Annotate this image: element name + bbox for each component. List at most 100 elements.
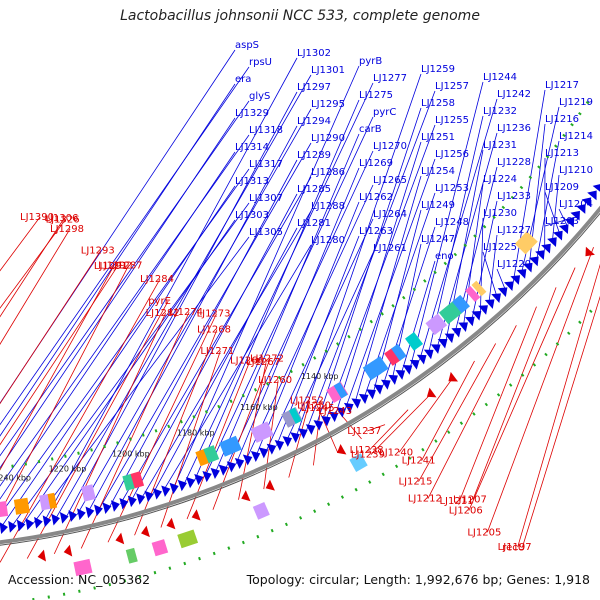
reverse-gene-arrow — [166, 517, 176, 530]
gene-function-block — [349, 453, 368, 472]
gc-mark — [103, 444, 106, 449]
reverse-gene-label: LJ1260 — [258, 375, 292, 386]
gc-mark — [519, 185, 524, 190]
reverse-gene-label: LJ1240 — [379, 447, 413, 458]
forward-gene-label: LJ1269 — [359, 158, 393, 169]
gc-mark — [421, 447, 425, 452]
gene-function-block — [438, 301, 463, 325]
forward-gene-arrow — [313, 420, 324, 431]
forward-gene-label: LJ1265 — [373, 175, 407, 186]
forward-leader-line — [87, 125, 298, 513]
forward-gene-arrow — [42, 515, 52, 528]
gc-mark — [354, 487, 358, 492]
forward-gene-label: LJ1254 — [421, 166, 455, 177]
kbp-tick-label: 1200 kbp — [112, 449, 150, 458]
reverse-leader-line — [468, 267, 576, 511]
forward-gene-label: LJ1253 — [435, 183, 469, 194]
forward-gene-arrow — [186, 477, 196, 489]
gc-mark — [270, 528, 274, 533]
gc-mark — [265, 382, 270, 386]
forward-leader-line — [173, 65, 360, 488]
forward-gene-label: LJ1329 — [235, 108, 269, 119]
forward-leader-line — [76, 108, 312, 515]
forward-gene-arrow — [16, 519, 26, 532]
forward-gene-label: pyrC — [373, 107, 396, 118]
forward-leader-line — [488, 234, 498, 305]
forward-gene-arrow — [510, 275, 521, 285]
gc-mark — [138, 575, 142, 579]
reverse-gene-arrow — [141, 525, 150, 538]
forward-gene-label: eno — [435, 251, 454, 262]
reverse-gene-label: LJ1243 — [318, 406, 352, 417]
gc-mark — [198, 556, 201, 561]
reverse-gene-label: LJ1282 — [146, 308, 180, 319]
gene-function-block — [384, 347, 401, 366]
forward-leader-line — [0, 151, 236, 500]
forward-gene-label: LJ1220 — [497, 259, 531, 270]
reverse-gene-arrow — [115, 532, 125, 545]
forward-gene-label: LJ1313 — [235, 176, 269, 187]
forward-gene-label: LJ1233 — [497, 191, 531, 202]
gene-function-block — [73, 558, 93, 577]
gc-mark — [394, 464, 399, 469]
forward-leader-line — [344, 158, 436, 410]
gene-function-block — [514, 231, 538, 255]
forward-gene-arrow — [218, 464, 229, 476]
forward-gene-arrow — [529, 256, 539, 267]
gc-mark — [90, 448, 93, 452]
forward-gene-arrow — [535, 250, 545, 260]
forward-gene-arrow — [581, 197, 592, 208]
gc-mark — [212, 551, 216, 556]
forward-gene-arrow — [541, 243, 551, 254]
forward-gene-arrow — [547, 237, 557, 248]
reverse-gene-label: pyrE — [148, 296, 171, 307]
forward-gene-arrow — [76, 508, 86, 521]
gc-mark — [347, 334, 351, 339]
forward-leader-line — [558, 208, 568, 226]
forward-gene-arrow — [110, 500, 120, 512]
gc-mark — [520, 373, 525, 377]
reverse-leader-line — [427, 325, 517, 499]
gc-mark — [179, 419, 183, 424]
reverse-leader-line — [160, 350, 221, 528]
forward-gene-arrow — [491, 293, 501, 304]
forward-gene-arrow — [336, 407, 347, 418]
forward-gene-arrow — [373, 384, 384, 395]
forward-gene-label: pyrB — [359, 56, 382, 67]
gc-mark — [537, 165, 541, 169]
forward-gene-label: LJ1259 — [421, 64, 455, 75]
forward-gene-arrow — [119, 497, 129, 510]
forward-gene-arrow — [471, 310, 482, 321]
reverse-leader-line — [459, 306, 537, 502]
forward-leader-line — [544, 191, 561, 235]
forward-gene-label: LJ1251 — [421, 132, 455, 143]
forward-leader-line — [480, 217, 484, 312]
forward-gene-label: LJ1236 — [497, 123, 531, 134]
forward-leader-line — [0, 83, 236, 437]
gene-function-block — [471, 280, 487, 297]
forward-leader-line — [266, 218, 374, 451]
forward-gene-arrow — [136, 493, 146, 505]
forward-gene-arrow — [558, 224, 569, 234]
gene-function-block — [151, 539, 169, 557]
reverse-gene-label: LJ1237 — [347, 426, 381, 437]
gc-mark — [277, 375, 282, 380]
gc-mark — [301, 362, 305, 367]
reverse-gene-label: LJ1268 — [197, 325, 231, 336]
forward-gene-arrow — [25, 518, 35, 531]
reverse-gene-arrow — [241, 490, 251, 502]
kbp-tick-label: 1240 kbp — [0, 474, 31, 483]
gc-mark — [204, 410, 208, 414]
forward-gene-arrow — [226, 461, 237, 473]
gc-mark — [545, 154, 550, 159]
gc-mark — [402, 295, 406, 300]
forward-gene-label: LJ1256 — [435, 149, 469, 160]
forward-gene-label: LJ1257 — [435, 81, 469, 92]
forward-gene-arrow — [409, 359, 420, 370]
kbp-tick-label: 1180 kbp — [177, 429, 215, 438]
gc-mark — [183, 561, 187, 566]
forward-gene-arrow — [161, 485, 171, 497]
gc-mark — [589, 309, 593, 314]
